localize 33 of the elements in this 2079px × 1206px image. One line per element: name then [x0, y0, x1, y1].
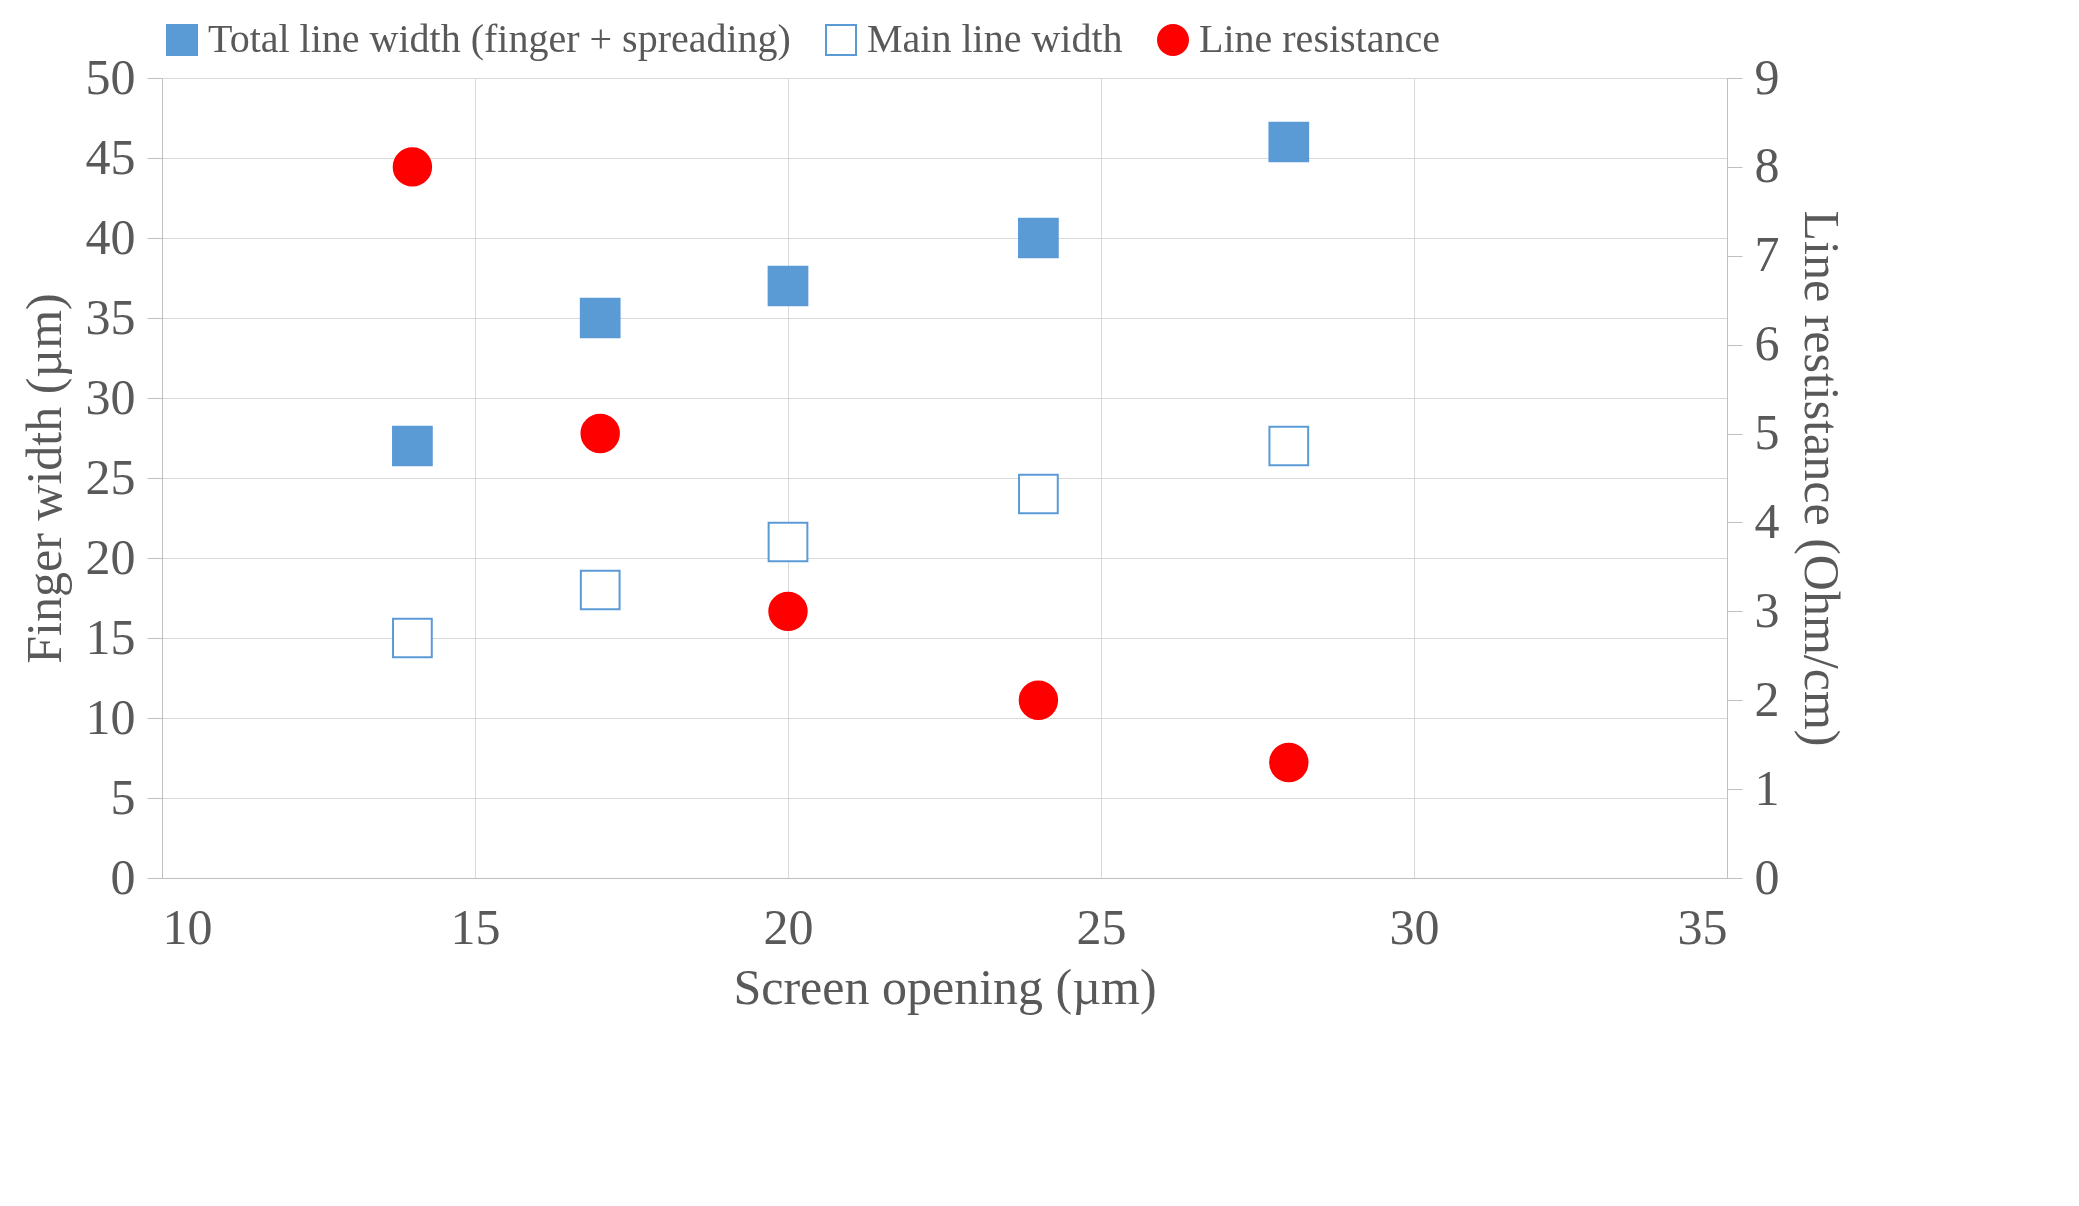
- y2-tick-label: 3: [1754, 581, 1780, 638]
- y2-tick-label: 1: [1754, 759, 1780, 816]
- y-tick-label: 15: [85, 608, 136, 665]
- y-tick-label: 35: [85, 288, 136, 345]
- y2-tick-label: 7: [1754, 226, 1780, 283]
- y2-tick-label: 2: [1754, 670, 1780, 727]
- x-tick-label: 30: [1389, 898, 1440, 955]
- y-tick-label: 40: [85, 208, 136, 265]
- y-tick-label: 10: [85, 688, 136, 745]
- y-axis-title: Finger width (µm): [15, 293, 72, 664]
- legend-label: Line resistance: [1199, 16, 1440, 61]
- y-tick-label: 25: [85, 448, 136, 505]
- y2-tick-label: 9: [1754, 48, 1780, 105]
- x-axis-title: Screen opening (µm): [733, 958, 1157, 1015]
- x-tick-label: 15: [450, 898, 501, 955]
- y-tick-label: 45: [85, 128, 136, 185]
- y2-tick-label: 5: [1754, 404, 1780, 461]
- y2-tick-label: 4: [1754, 492, 1780, 549]
- legend-label: Main line width: [867, 16, 1123, 61]
- y2-tick-label: 0: [1754, 848, 1780, 905]
- y-tick-label: 0: [110, 848, 136, 905]
- x-tick-label: 20: [763, 898, 814, 955]
- y-tick-label: 30: [85, 368, 136, 425]
- y2-tick-label: 6: [1754, 315, 1780, 372]
- x-tick-label: 25: [1076, 898, 1127, 955]
- y-tick-label: 20: [85, 528, 136, 585]
- legend-label: Total line width (finger + spreading): [208, 16, 791, 61]
- y2-axis-title: Line restistance (Ohm/cm): [1793, 210, 1850, 747]
- y-tick-label: 50: [85, 48, 136, 105]
- x-tick-label: 10: [162, 898, 213, 955]
- y-tick-label: 5: [110, 768, 136, 825]
- x-tick-label: 35: [1677, 898, 1728, 955]
- y2-tick-label: 8: [1754, 137, 1780, 194]
